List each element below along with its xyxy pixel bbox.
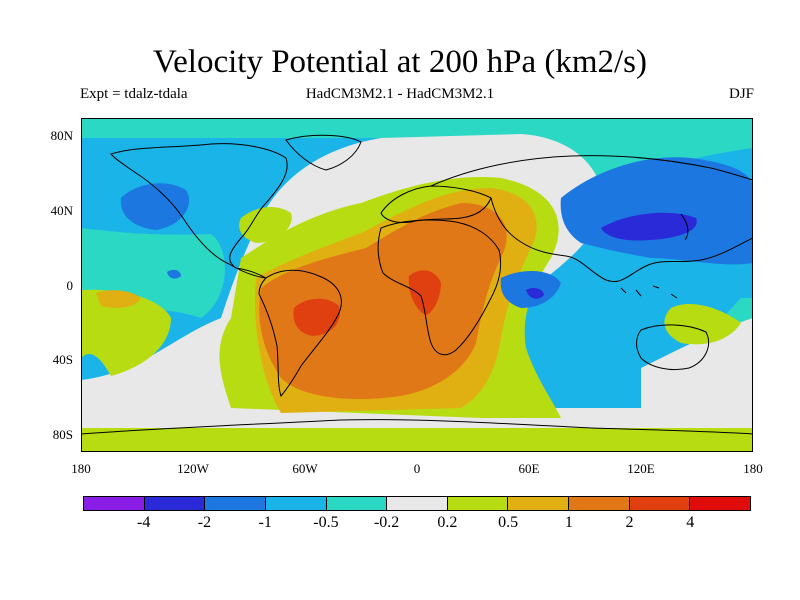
x-tick-label: 60E <box>518 461 540 476</box>
field-green-south <box>81 428 753 452</box>
colorbar-label: 1 <box>564 514 573 531</box>
colorbar-swatch <box>84 497 145 510</box>
field-blue-asia <box>560 157 753 265</box>
map-title: Velocity Potential at 200 hPa (km2/s) <box>152 44 648 80</box>
velocity-potential-map <box>81 118 753 452</box>
y-tick-label: 80S <box>52 427 73 442</box>
coast-europe <box>380 185 492 223</box>
colorbar-swatch <box>205 497 266 510</box>
colorbar-label: 4 <box>686 514 695 531</box>
models-label: HadCM3M2.1 - HadCM3M2.1 <box>305 86 495 102</box>
coast-australia <box>636 324 710 371</box>
colorbar-label: -0.2 <box>373 514 400 531</box>
colorbar-label: 2 <box>625 514 634 531</box>
coast-japan <box>680 213 689 241</box>
x-tick-label: 60W <box>292 461 318 476</box>
colorbar-swatch <box>144 497 206 510</box>
x-tick-label: 180 <box>71 461 91 476</box>
coast-africa <box>377 219 502 356</box>
colorbar-swatch <box>326 497 388 510</box>
colorbar-swatch <box>447 497 509 510</box>
colorbar-swatch <box>569 497 630 510</box>
field-darkblue-pacific <box>601 212 697 241</box>
field-gold-west <box>96 290 141 308</box>
colorbar-label: -0.5 <box>313 514 339 531</box>
field-neutral-east <box>641 318 753 408</box>
colorbar-swatch <box>629 497 691 510</box>
colorbar <box>83 496 751 511</box>
coast-east-asia-dots <box>620 285 678 299</box>
coast-north-america <box>110 143 288 279</box>
experiment-label: Expt = tdalz-tdala <box>80 86 188 102</box>
field-red-sa <box>293 298 340 336</box>
map-panel <box>81 118 753 452</box>
field-green-east <box>664 303 741 345</box>
field-blue-small <box>167 269 181 279</box>
field-green-west <box>81 289 171 376</box>
field-orange-core <box>259 203 507 399</box>
y-tick-label: 0 <box>66 278 74 293</box>
y-tick-label: 40N <box>50 203 73 218</box>
y-tick-label: 80N <box>50 128 73 143</box>
field-darkblue-io <box>526 287 544 299</box>
colorbar-swatch <box>265 497 327 510</box>
field-blue-namerica <box>120 183 190 230</box>
coast-south-america <box>258 269 342 398</box>
colorbar-label: -2 <box>197 514 212 531</box>
x-tick-label: 0 <box>413 461 421 476</box>
coast-greenland <box>285 134 362 171</box>
colorbar-label: 0.5 <box>498 514 519 531</box>
coastlines <box>81 134 753 435</box>
colorbar-label: 0.2 <box>437 514 458 531</box>
y-tick-label: 40S <box>52 352 73 367</box>
x-tick-label: 120W <box>177 461 209 476</box>
coast-asia <box>430 155 753 282</box>
colorbar-swatch <box>690 497 751 510</box>
colorbar-swatch <box>508 497 570 510</box>
colorbar-swatch <box>387 497 448 510</box>
field-red-africa <box>408 270 441 315</box>
season-label: DJF <box>728 86 754 102</box>
coast-antarctica <box>81 419 753 435</box>
x-tick-label: 120E <box>627 461 655 476</box>
colorbar-label: -4 <box>137 514 151 531</box>
field-green-na <box>239 206 292 243</box>
colorbar-label: -1 <box>258 514 272 531</box>
x-tick-label: 180 <box>743 461 763 476</box>
